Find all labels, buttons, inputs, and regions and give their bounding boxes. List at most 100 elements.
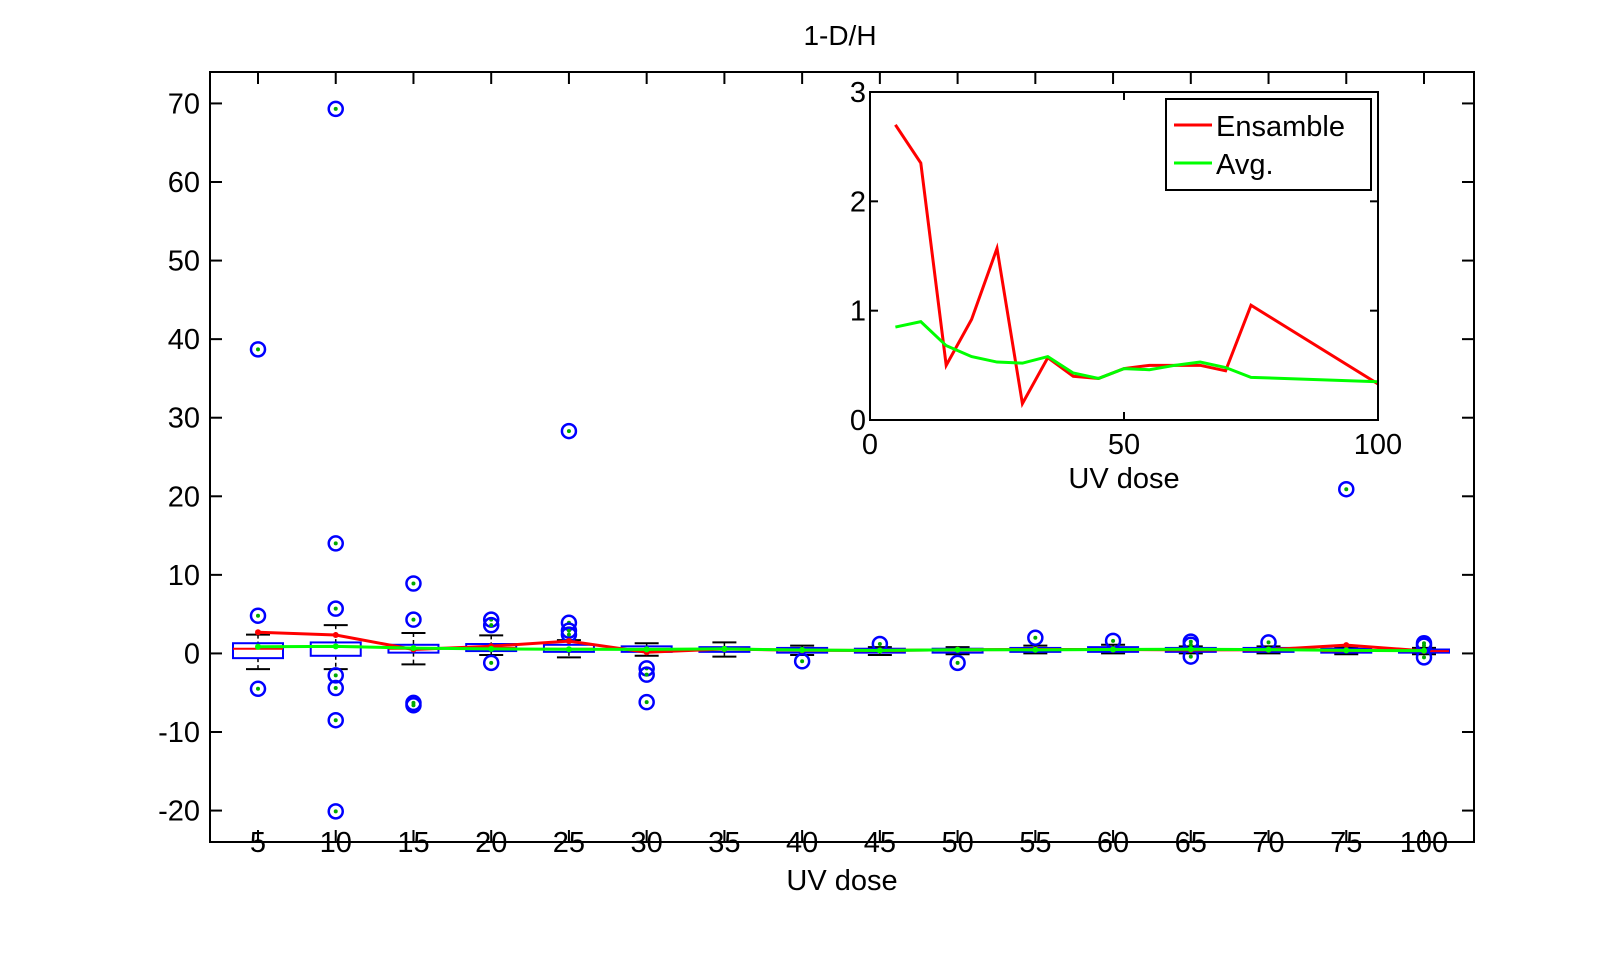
- main-title: 1-D/H: [803, 20, 876, 51]
- main-series-point: [488, 645, 495, 652]
- main-series-line: [257, 644, 1425, 653]
- inset-axes: 0 50 100 0 1 2 3 UV dose Ensamble Avg.: [850, 77, 1402, 495]
- outlier-dot: [333, 809, 338, 814]
- y-tick-label: -10: [158, 717, 200, 749]
- outlier-marker: [638, 693, 655, 711]
- inset-x-tick-label: 0: [862, 429, 878, 461]
- main-series-point: [565, 646, 572, 653]
- outlier-marker: [638, 666, 655, 683]
- outlier-dot: [800, 659, 805, 664]
- main-series-point: [1187, 646, 1194, 653]
- box-plot: [387, 575, 440, 714]
- main-series-point: [1032, 646, 1039, 653]
- outlier-dot: [411, 703, 416, 708]
- outlier-dot: [877, 642, 882, 646]
- outlier-marker: [327, 711, 344, 729]
- outlier-dot: [489, 623, 494, 628]
- inset-series-line: [895, 319, 1379, 384]
- outlier-dot: [256, 613, 260, 618]
- outlier-marker: [1027, 629, 1044, 646]
- y-tick-label: 50: [168, 246, 200, 278]
- outlier-dot: [955, 660, 960, 665]
- outlier-marker: [249, 607, 267, 624]
- outlier-marker: [327, 667, 344, 684]
- outlier-dot: [333, 686, 338, 690]
- outlier-marker: [327, 679, 344, 697]
- main-series-point: [410, 645, 417, 652]
- y-tick-label: 0: [184, 638, 200, 670]
- y-tick-label: 60: [168, 167, 200, 199]
- outlier-marker: [482, 616, 500, 634]
- outlier-marker: [560, 422, 578, 440]
- outlier-dot: [333, 718, 338, 723]
- main-series-point: [565, 638, 572, 645]
- box-plot: [1320, 480, 1373, 656]
- inset-y-tick-label: 1: [850, 296, 866, 328]
- box-iqr: [309, 641, 362, 657]
- outlier-marker: [327, 600, 344, 617]
- outlier-dot: [489, 660, 494, 665]
- main-series-point: [954, 646, 961, 653]
- legend-label-avg: Avg.: [1216, 149, 1274, 181]
- outlier-dot: [411, 617, 416, 622]
- outlier-dot: [333, 541, 338, 546]
- outlier-marker: [793, 653, 811, 670]
- outlier-dot: [333, 106, 338, 111]
- legend: Ensamble Avg.: [1165, 98, 1372, 191]
- outlier-dot: [644, 700, 649, 705]
- main-series-lines: [255, 629, 1427, 656]
- main-series-point: [332, 631, 339, 638]
- main-series-point: [1343, 642, 1350, 649]
- main-series-point: [876, 647, 883, 654]
- main-x-axis-label: UV dose: [786, 865, 897, 897]
- inset-x-axis-label: UV dose: [1068, 463, 1179, 495]
- outlier-marker: [1338, 480, 1355, 498]
- main-series-point: [332, 643, 339, 650]
- y-tick-label: 40: [168, 324, 200, 356]
- box-plot: [309, 100, 362, 820]
- outlier-marker: [949, 654, 966, 672]
- outlier-dot: [1344, 487, 1349, 492]
- main-series-point: [799, 647, 806, 654]
- outlier-marker: [327, 803, 344, 820]
- outlier-dot: [644, 672, 649, 677]
- outlier-marker: [405, 611, 422, 628]
- outlier-dot: [256, 686, 260, 691]
- outlier-dot: [411, 581, 416, 586]
- box-plot: [542, 422, 595, 659]
- inset-series-lines: [894, 123, 1379, 409]
- inset-x-tick-label: 100: [1354, 429, 1402, 461]
- main-series-point: [643, 646, 650, 653]
- outlier-dot: [1188, 642, 1193, 647]
- box-iqr: [232, 642, 284, 660]
- box-plot: [465, 611, 518, 672]
- y-tick-label: 10: [168, 560, 200, 592]
- outlier-dot: [333, 673, 338, 678]
- outlier-dot: [1422, 643, 1426, 648]
- y-tick-label: 30: [168, 403, 200, 435]
- outlier-marker: [482, 654, 500, 672]
- y-tick-label: -20: [158, 796, 200, 828]
- inset-y-tick-label: 2: [850, 186, 866, 218]
- main-series-point: [255, 629, 261, 636]
- inset-plot-frame: [869, 91, 1379, 421]
- outlier-dot: [1266, 640, 1271, 645]
- outlier-dot: [256, 347, 260, 352]
- outlier-marker: [249, 680, 267, 698]
- inset-x-tick-label: 50: [1108, 429, 1140, 461]
- y-tick-label: 70: [168, 88, 200, 120]
- outlier-marker: [405, 697, 422, 714]
- outlier-marker: [249, 341, 267, 358]
- outlier-dot: [1033, 635, 1038, 640]
- inset-series-line: [894, 123, 1379, 409]
- y-tick-label: 20: [168, 481, 200, 513]
- legend-box: [1165, 98, 1372, 191]
- main-series-point: [1421, 647, 1427, 654]
- main-series-point: [1343, 647, 1350, 654]
- outlier-dot: [333, 606, 338, 611]
- outlier-marker: [327, 535, 344, 552]
- outlier-dot: [1111, 638, 1116, 643]
